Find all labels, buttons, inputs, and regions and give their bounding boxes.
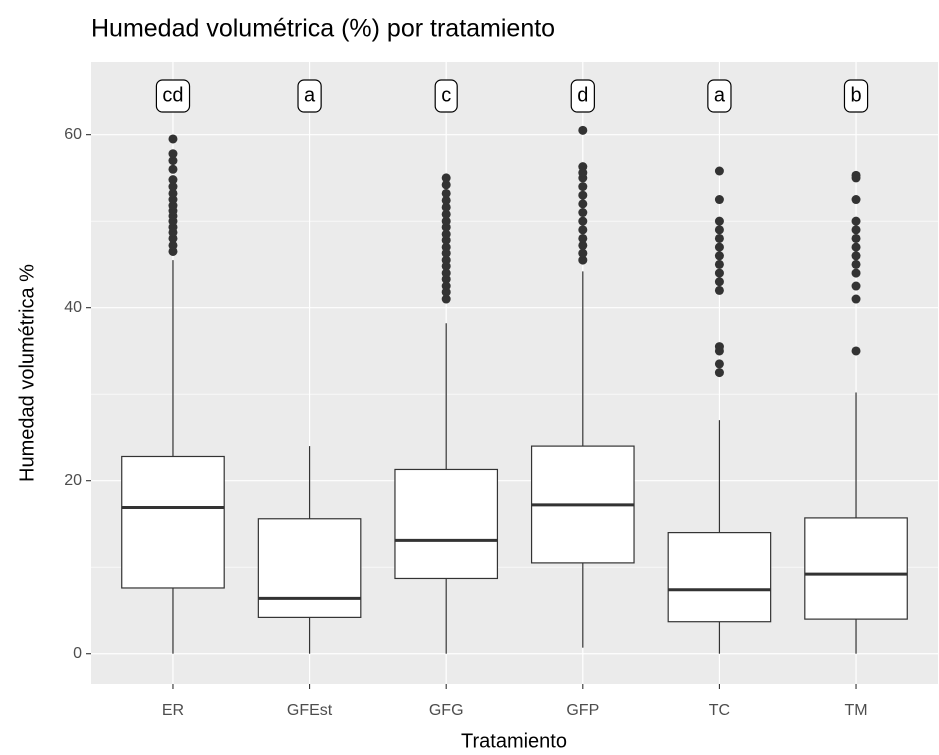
- outlier: [851, 216, 861, 226]
- outlier: [168, 156, 178, 166]
- outlier: [578, 190, 588, 200]
- outlier: [578, 248, 588, 258]
- x-tick-label: GFP: [566, 702, 599, 719]
- x-tick-label: GFEst: [287, 702, 333, 719]
- group-letter: a: [714, 84, 726, 106]
- outlier: [578, 255, 588, 265]
- outlier: [441, 180, 451, 190]
- outlier: [714, 242, 724, 252]
- outlier: [168, 149, 178, 159]
- outlier: [851, 268, 861, 278]
- outlier: [714, 225, 724, 235]
- outlier: [714, 268, 724, 278]
- group-letter: b: [850, 84, 861, 106]
- outlier: [851, 242, 861, 252]
- outlier: [441, 216, 451, 226]
- outlier: [714, 359, 724, 369]
- group-letter: d: [577, 84, 588, 106]
- outlier: [714, 285, 724, 295]
- box: [394, 468, 499, 580]
- outlier: [578, 199, 588, 209]
- outlier: [714, 342, 724, 352]
- outlier: [441, 229, 451, 239]
- group-letter: a: [304, 84, 316, 106]
- outlier: [441, 188, 451, 198]
- group-letter-box: [155, 79, 191, 113]
- outlier: [851, 251, 861, 261]
- outlier: [168, 188, 178, 198]
- group-letter-box: [434, 79, 458, 113]
- outlier: [578, 208, 588, 218]
- outlier: [441, 202, 451, 212]
- box: [667, 532, 772, 623]
- box: [257, 518, 362, 618]
- outlier: [441, 242, 451, 252]
- chart-title: Humedad volumétrica (%) por tratamiento: [91, 15, 555, 43]
- outlier: [441, 294, 451, 304]
- outlier: [441, 195, 451, 205]
- outlier: [851, 281, 861, 291]
- outlier: [714, 166, 724, 176]
- outlier: [441, 209, 451, 219]
- y-tick-label: 0: [73, 645, 82, 662]
- x-tick-label: TC: [709, 702, 730, 719]
- outlier: [714, 251, 724, 261]
- outlier: [441, 255, 451, 265]
- outlier: [714, 216, 724, 226]
- outlier: [578, 162, 588, 172]
- x-axis-title: Tratamiento: [461, 730, 567, 752]
- outlier: [714, 368, 724, 378]
- box: [804, 517, 908, 620]
- outlier: [168, 134, 178, 144]
- outlier: [578, 233, 588, 243]
- outlier: [714, 195, 724, 205]
- outlier: [578, 225, 588, 235]
- outlier: [168, 175, 178, 185]
- outlier: [441, 173, 451, 183]
- group-letter-box: [707, 79, 732, 113]
- outlier: [714, 259, 724, 269]
- group-letter-box: [570, 79, 595, 113]
- outlier: [168, 240, 178, 250]
- outlier: [851, 170, 861, 180]
- y-tick-label: 60: [64, 126, 82, 143]
- marks: cd a c d a b: [121, 79, 908, 654]
- y-tick-label: 20: [64, 472, 82, 489]
- box: [121, 455, 225, 589]
- outlier: [168, 182, 178, 192]
- outlier: [851, 294, 861, 304]
- outlier: [714, 233, 724, 243]
- x-tick-label: GFG: [429, 702, 464, 719]
- x-tick-label: ER: [162, 702, 184, 719]
- outlier: [851, 233, 861, 243]
- outlier: [851, 225, 861, 235]
- group-letter: c: [441, 84, 451, 106]
- outlier: [851, 259, 861, 269]
- outlier: [441, 268, 451, 278]
- y-axis-title: Humedad volumétrica %: [16, 264, 38, 482]
- panel: [91, 62, 938, 684]
- outlier: [168, 164, 178, 174]
- outlier: [851, 346, 861, 356]
- outlier: [578, 216, 588, 226]
- group-letter-box: [297, 79, 322, 113]
- outlier: [578, 182, 588, 192]
- outlier: [578, 125, 588, 135]
- outlier: [441, 281, 451, 291]
- group-letter-box: [843, 79, 869, 113]
- outlier: [851, 195, 861, 205]
- outlier: [578, 240, 588, 250]
- y-tick-label: 40: [64, 299, 82, 316]
- group-letter: cd: [162, 84, 183, 106]
- outlier: [714, 277, 724, 287]
- x-tick-label: TM: [844, 702, 867, 719]
